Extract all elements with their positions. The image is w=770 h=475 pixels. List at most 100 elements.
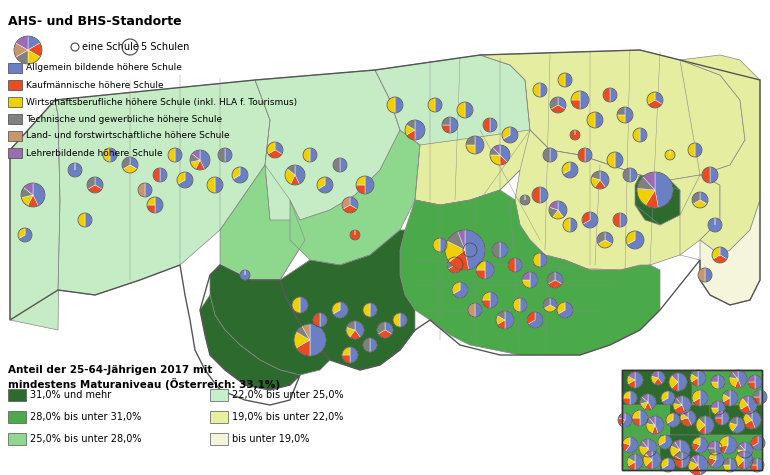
Polygon shape — [628, 454, 635, 462]
Polygon shape — [551, 105, 565, 113]
Polygon shape — [415, 130, 720, 270]
Polygon shape — [363, 338, 370, 352]
Text: 5 Schulen: 5 Schulen — [141, 42, 189, 52]
Polygon shape — [682, 452, 690, 468]
Polygon shape — [285, 169, 295, 184]
Bar — [8, 63, 22, 73]
Polygon shape — [692, 455, 698, 465]
Polygon shape — [433, 238, 440, 252]
Polygon shape — [95, 177, 103, 189]
Polygon shape — [147, 205, 155, 213]
Polygon shape — [317, 177, 325, 189]
Polygon shape — [745, 442, 753, 456]
Polygon shape — [732, 417, 745, 433]
Polygon shape — [310, 148, 317, 162]
Polygon shape — [715, 441, 722, 455]
Polygon shape — [435, 98, 442, 112]
Polygon shape — [695, 437, 708, 453]
Polygon shape — [303, 148, 310, 162]
Polygon shape — [515, 258, 522, 272]
Polygon shape — [633, 128, 640, 142]
Polygon shape — [739, 442, 745, 450]
Polygon shape — [147, 197, 155, 205]
Polygon shape — [585, 148, 592, 162]
Polygon shape — [85, 213, 92, 227]
Polygon shape — [680, 55, 760, 255]
Polygon shape — [625, 107, 633, 123]
Polygon shape — [708, 457, 716, 466]
Polygon shape — [665, 150, 675, 160]
Polygon shape — [522, 280, 530, 288]
Polygon shape — [752, 436, 765, 450]
Polygon shape — [688, 143, 695, 157]
Polygon shape — [632, 410, 640, 418]
Polygon shape — [555, 272, 563, 284]
Polygon shape — [618, 413, 625, 420]
Polygon shape — [548, 280, 562, 288]
Polygon shape — [719, 445, 728, 453]
Polygon shape — [660, 435, 700, 470]
Polygon shape — [370, 338, 377, 352]
Polygon shape — [375, 55, 530, 205]
Polygon shape — [346, 321, 355, 330]
Polygon shape — [587, 112, 595, 128]
Polygon shape — [662, 391, 675, 405]
Text: 25,0% bis unter 28,0%: 25,0% bis unter 28,0% — [30, 434, 142, 444]
Polygon shape — [215, 177, 223, 193]
Polygon shape — [296, 326, 310, 340]
Polygon shape — [661, 458, 668, 468]
Polygon shape — [520, 298, 527, 312]
Polygon shape — [378, 330, 392, 338]
Polygon shape — [626, 231, 635, 245]
Polygon shape — [571, 100, 580, 109]
Polygon shape — [466, 136, 475, 145]
Polygon shape — [680, 413, 688, 420]
Polygon shape — [28, 43, 42, 57]
Polygon shape — [445, 241, 465, 262]
Polygon shape — [648, 394, 656, 409]
Polygon shape — [739, 398, 748, 409]
Polygon shape — [365, 176, 374, 194]
Polygon shape — [400, 190, 660, 355]
Polygon shape — [635, 372, 643, 388]
Polygon shape — [615, 152, 623, 168]
Polygon shape — [533, 253, 540, 267]
Polygon shape — [122, 157, 130, 169]
Text: 31,0% und mehr: 31,0% und mehr — [30, 390, 111, 400]
Polygon shape — [540, 253, 547, 267]
Polygon shape — [318, 177, 333, 193]
Polygon shape — [617, 107, 625, 115]
Polygon shape — [732, 370, 738, 379]
Polygon shape — [651, 371, 658, 378]
Polygon shape — [722, 394, 730, 402]
Polygon shape — [618, 418, 625, 426]
Polygon shape — [24, 183, 33, 195]
Polygon shape — [578, 148, 585, 162]
Polygon shape — [528, 312, 543, 328]
Polygon shape — [550, 148, 557, 162]
Polygon shape — [715, 418, 722, 425]
Polygon shape — [508, 258, 515, 272]
Polygon shape — [691, 378, 698, 386]
Polygon shape — [705, 268, 712, 282]
Polygon shape — [623, 168, 630, 182]
Polygon shape — [598, 240, 612, 248]
Text: Technische und gewerbliche höhere Schule: Technische und gewerbliche höhere Schule — [26, 114, 222, 124]
Text: bis unter 19,0%: bis unter 19,0% — [232, 434, 310, 444]
Bar — [210, 411, 228, 423]
Polygon shape — [447, 231, 465, 250]
Polygon shape — [711, 375, 718, 382]
Polygon shape — [700, 435, 762, 470]
Polygon shape — [22, 195, 33, 206]
Bar — [8, 131, 22, 141]
Polygon shape — [722, 411, 729, 425]
Polygon shape — [103, 148, 110, 162]
Polygon shape — [550, 298, 557, 308]
Polygon shape — [350, 230, 360, 240]
Text: 22,0% bis unter 25,0%: 22,0% bis unter 25,0% — [232, 390, 343, 400]
Polygon shape — [570, 218, 577, 232]
Polygon shape — [670, 446, 680, 456]
Text: AHS- und BHS-Standorte: AHS- und BHS-Standorte — [8, 15, 182, 28]
Polygon shape — [393, 313, 400, 327]
Polygon shape — [580, 91, 589, 109]
